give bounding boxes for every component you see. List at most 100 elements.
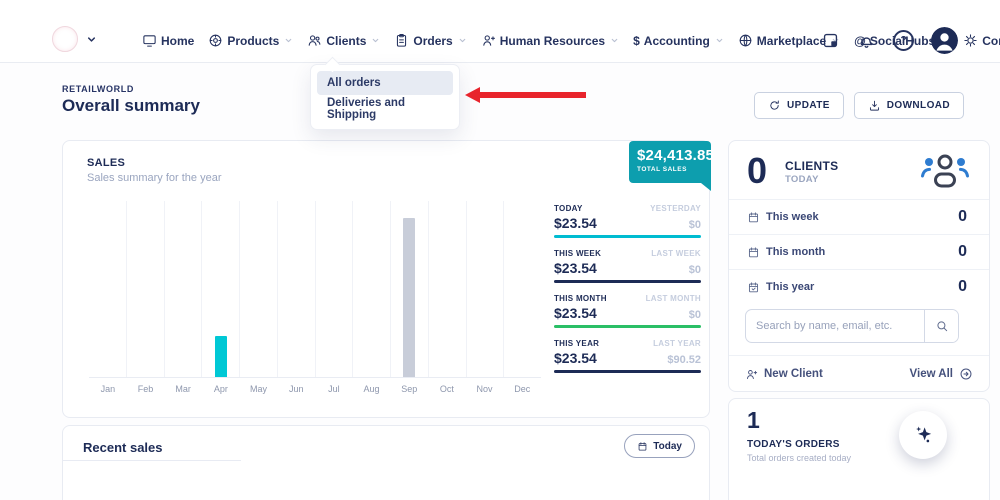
stat-this-week: THIS WEEK LAST WEEK $23.54 $0	[554, 249, 701, 283]
stat-compare-value: $0	[688, 264, 701, 276]
stat-underline	[554, 370, 701, 373]
monitor-icon	[143, 35, 156, 47]
chevron-down-icon	[459, 38, 466, 43]
person-plus-icon	[483, 35, 495, 46]
clients-row-week[interactable]: This week 0	[729, 199, 989, 234]
orders-subtitle: Total orders created today	[747, 453, 852, 463]
client-search-input[interactable]	[746, 310, 924, 342]
view-all-link[interactable]: View All	[910, 367, 973, 381]
chart-column	[278, 201, 316, 377]
nav-item-home[interactable]: Home	[142, 33, 194, 48]
header-buttons: UPDATE DOWNLOAD	[754, 92, 964, 119]
menu-item-deliveries-shipping[interactable]: Deliveries and Shipping	[327, 97, 405, 121]
download-label: DOWNLOAD	[886, 100, 950, 111]
clients-count: 0	[747, 150, 768, 191]
topbar-actions	[821, 18, 958, 63]
calendar-icon	[748, 246, 759, 257]
new-client-button[interactable]: New Client	[745, 368, 823, 381]
main-nav: Home Products Clients Orders	[142, 18, 1000, 63]
stat-compare-value: $0	[688, 309, 701, 321]
stat-this-month: THIS MONTH LAST MONTH $23.54 $0	[554, 294, 701, 328]
download-icon	[869, 100, 879, 111]
nav-item-products[interactable]: Products	[208, 33, 293, 48]
stat-label: TODAY	[554, 204, 583, 213]
page-title: Overall summary	[62, 96, 200, 115]
people-icon	[309, 35, 321, 46]
view-all-label: View All	[909, 368, 953, 380]
client-search	[745, 309, 959, 343]
row-label: This year	[766, 281, 815, 293]
sales-card: SALES Sales summary for the year $24,413…	[62, 140, 715, 418]
stat-today: TODAY YESTERDAY $23.54 $0	[554, 204, 701, 238]
today-filter-label: Today	[653, 440, 682, 452]
calendar-icon	[638, 441, 647, 451]
help-icon[interactable]	[893, 30, 914, 51]
nav-item-clients[interactable]: Clients	[307, 33, 380, 48]
update-button[interactable]: UPDATE	[754, 92, 844, 119]
stat-compare-label: LAST YEAR	[653, 339, 701, 348]
clients-period-rows: This week 0 This month 0 This year 0	[729, 199, 989, 304]
chart-bar-sep	[403, 217, 416, 377]
row-label: This month	[766, 246, 826, 258]
bell-icon[interactable]	[857, 31, 876, 50]
chevron-down-icon	[716, 38, 723, 43]
chart-column	[316, 201, 354, 377]
dollar-icon: $	[633, 33, 640, 48]
nav-label: Company	[982, 33, 1000, 48]
note-icon[interactable]	[821, 31, 840, 50]
chart-x-label: Jul	[328, 384, 340, 394]
calendar-icon	[748, 211, 759, 222]
clients-row-year[interactable]: This year 0	[729, 269, 989, 304]
chart-column	[429, 201, 467, 377]
clients-sublabel: TODAY	[785, 174, 819, 185]
nav-item-orders[interactable]: Orders	[394, 33, 466, 48]
stat-underline	[554, 235, 701, 238]
breadcrumb: RETAILWORLD	[62, 84, 134, 94]
clients-row-month[interactable]: This month 0	[729, 234, 989, 269]
chart-x-label: Apr	[213, 384, 228, 394]
chart-column	[467, 201, 505, 377]
today-filter-button[interactable]: Today	[624, 434, 695, 458]
update-label: UPDATE	[787, 100, 830, 111]
chart-column	[504, 201, 541, 377]
arrow-circle-right-icon	[960, 368, 972, 380]
stat-label: THIS MONTH	[554, 294, 607, 303]
topbar-row: Home Products Clients Orders	[0, 18, 1000, 63]
total-sales-amount: $24,413.85	[637, 147, 715, 164]
stat-value: $23.54	[554, 260, 597, 276]
stat-compare-label: LAST WEEK	[651, 249, 701, 258]
stat-compare-value: $0	[688, 219, 701, 231]
annotation-arrow-head	[465, 87, 480, 103]
client-search-button[interactable]	[924, 310, 958, 342]
row-label: This week	[766, 211, 819, 223]
row-value: 0	[958, 208, 967, 225]
calendar-check-icon	[748, 281, 759, 292]
chart-x-label: Jan	[100, 384, 116, 394]
recent-sales-card: Recent sales Today	[62, 425, 710, 500]
nav-item-accounting[interactable]: $ Accounting	[633, 34, 724, 48]
clients-card: 0 CLIENTS TODAY This week 0 This month 0…	[728, 140, 990, 392]
gear-circle-icon	[210, 34, 222, 47]
stat-label: THIS WEEK	[554, 249, 602, 258]
chart-column	[127, 201, 165, 377]
download-button[interactable]: DOWNLOAD	[853, 92, 964, 119]
chart-x-label: Mar	[175, 384, 191, 394]
nav-item-marketplace[interactable]: Marketplace	[738, 33, 840, 48]
avatar[interactable]	[931, 27, 958, 54]
nav-label: Human Resources	[499, 33, 606, 48]
sales-card-subtitle: Sales summary for the year	[87, 172, 222, 184]
chart-column	[353, 201, 391, 377]
people-group-icon	[921, 154, 969, 188]
nav-item-company[interactable]: Company	[963, 33, 1000, 48]
assistant-fab[interactable]	[899, 411, 947, 459]
recent-sales-title: Recent sales	[83, 440, 163, 455]
gear-icon	[964, 34, 977, 47]
stat-value: $23.54	[554, 350, 597, 366]
nav-label: Products	[227, 33, 280, 48]
logo[interactable]	[52, 26, 78, 52]
menu-item-all-orders[interactable]: All orders	[317, 71, 453, 95]
orders-title: TODAY'S ORDERS	[747, 439, 840, 450]
nav-item-human-resources[interactable]: Human Resources	[481, 33, 619, 48]
chevron-down-icon[interactable]	[86, 34, 97, 45]
